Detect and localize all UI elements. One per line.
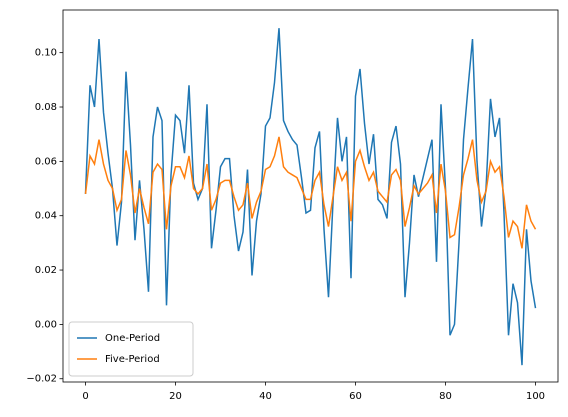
legend-box — [68, 321, 194, 377]
legend-label: One-Period — [105, 333, 160, 344]
y-tick-label: 0.08 — [35, 102, 57, 113]
x-tick-label: 0 — [82, 391, 88, 402]
y-tick-label: 0.06 — [35, 156, 57, 167]
series-line — [84, 28, 537, 366]
series-line — [84, 136, 537, 249]
axes-frame — [62, 9, 559, 383]
x-tick-label: 100 — [526, 391, 545, 402]
y-tick-label: 0.04 — [35, 211, 57, 222]
legend-label: Five-Period — [105, 354, 160, 365]
y-tick-label: 0.00 — [35, 319, 57, 330]
y-tick-label: 0.02 — [35, 265, 57, 276]
x-tick-label: 60 — [349, 391, 362, 402]
y-tick-label: 0.10 — [35, 48, 57, 59]
y-tick-label: −0.02 — [26, 374, 57, 385]
x-tick-label: 80 — [439, 391, 452, 402]
x-tick-label: 40 — [259, 391, 272, 402]
x-tick-label: 20 — [169, 391, 182, 402]
